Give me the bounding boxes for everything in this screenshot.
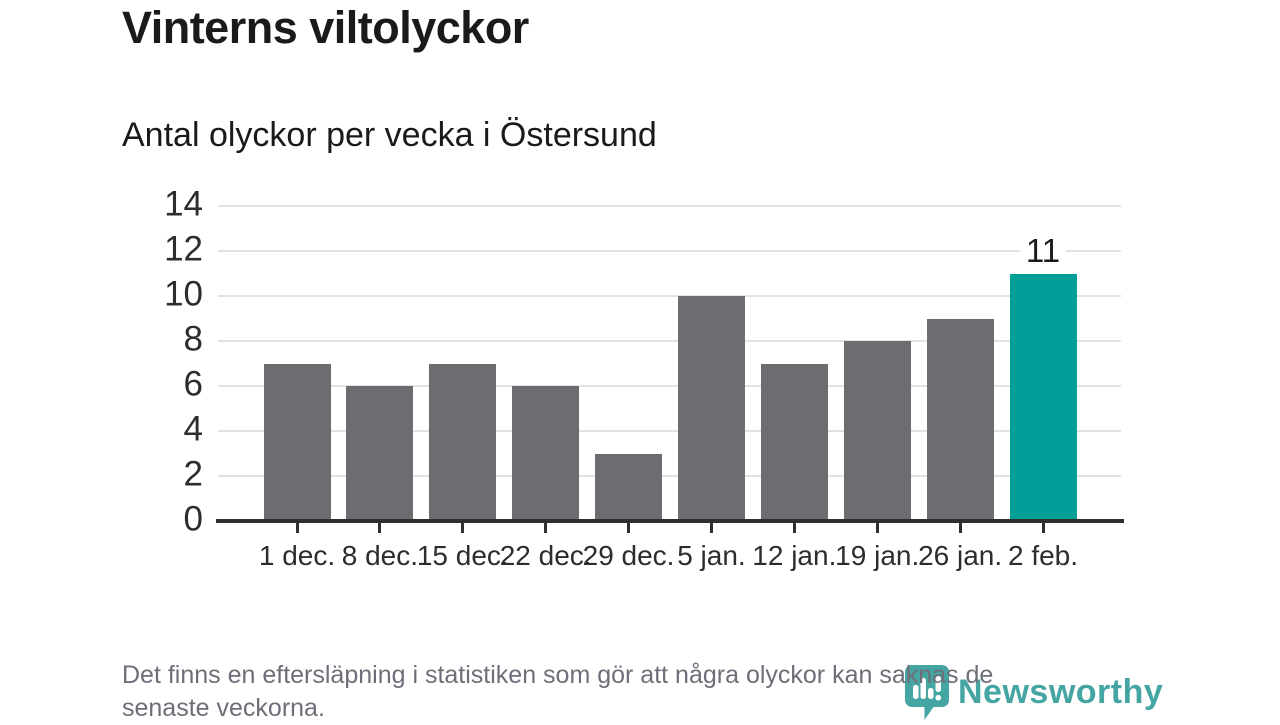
bar — [677, 296, 745, 521]
y-axis-label: 12 — [164, 229, 203, 269]
x-axis-label: 19 jan. — [835, 540, 920, 571]
bar-value-label: 11 — [1019, 231, 1067, 270]
footer-note: Det finns en eftersläpning i statistiken… — [122, 659, 1162, 725]
x-axis-label: 5 jan. — [677, 540, 746, 571]
x-axis-label: 22 dec. — [499, 540, 592, 571]
axis-tick — [461, 523, 465, 533]
x-axis-label: 12 jan. — [752, 540, 837, 571]
bar — [595, 453, 663, 521]
bar — [263, 363, 331, 521]
gridline — [218, 430, 1121, 432]
footer-line-1: Det finns en eftersläpning i statistiken… — [122, 661, 994, 689]
x-axis-label: 1 dec. — [258, 540, 336, 571]
y-axis-label: 6 — [183, 364, 203, 404]
gridline — [218, 205, 1121, 207]
axis-tick — [875, 523, 879, 533]
chart-title: Vinterns viltolyckor — [122, 2, 529, 53]
y-axis-label: 8 — [183, 319, 203, 359]
axis-tick — [627, 523, 631, 533]
axis-tick — [709, 523, 713, 533]
chart-subtitle: Antal olyckor per vecka i Östersund — [122, 116, 657, 154]
axis-tick — [1041, 523, 1045, 533]
y-axis-label: 0 — [183, 499, 203, 539]
y-axis-label: 14 — [164, 184, 203, 224]
x-axis-label: 15 dec. — [416, 540, 509, 571]
x-axis-label: 29 dec. — [582, 540, 675, 571]
x-axis-label: 8 dec. — [341, 540, 419, 571]
bar — [843, 341, 911, 521]
bar — [926, 318, 994, 521]
gridline — [218, 385, 1121, 387]
bar — [1009, 273, 1077, 521]
y-axis-label: 2 — [183, 454, 203, 494]
gridline — [218, 475, 1121, 477]
gridline — [218, 295, 1121, 297]
x-axis-label: 2 feb. — [1007, 540, 1079, 571]
axis-baseline — [216, 519, 1124, 523]
newsworthy-logo: Newsworthy — [905, 665, 1163, 720]
axis-tick — [792, 523, 796, 533]
x-axis-label: 26 jan. — [918, 540, 1003, 571]
bar — [512, 386, 580, 521]
y-axis-label: 10 — [164, 274, 203, 314]
axis-tick — [958, 523, 962, 533]
axis-tick — [295, 523, 299, 533]
gridline — [218, 250, 1121, 252]
newsworthy-wordmark: Newsworthy — [958, 673, 1164, 711]
axis-tick — [378, 523, 382, 533]
bar — [760, 363, 828, 521]
y-axis-label: 4 — [183, 409, 203, 449]
axis-tick — [544, 523, 548, 533]
gridline — [218, 340, 1121, 342]
speech-bubble-bar-chart-icon — [905, 665, 949, 720]
footer-line-2: senaste veckorna. — [122, 694, 325, 722]
bar — [429, 363, 497, 521]
bar — [346, 386, 414, 521]
